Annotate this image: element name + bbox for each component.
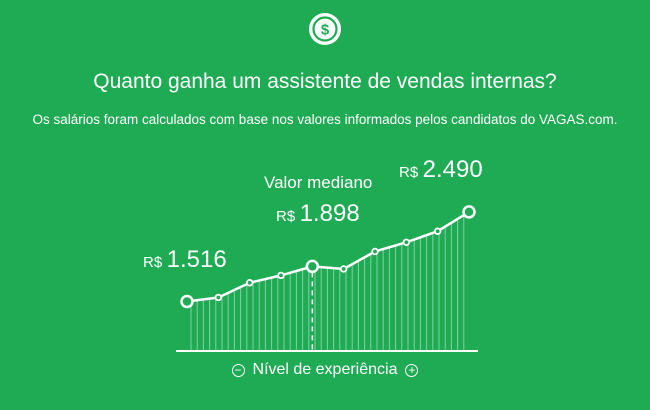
- data-point-8: [433, 227, 442, 235]
- data-point-7: [402, 238, 411, 246]
- data-point-1: [214, 293, 223, 302]
- page-subtitle: Os salários foram calculados com base no…: [32, 112, 618, 127]
- svg-text:$: $: [321, 22, 330, 39]
- decrease-experience-button[interactable]: −: [231, 363, 245, 377]
- increase-experience-button[interactable]: +: [405, 363, 419, 377]
- data-point-9: [462, 205, 476, 219]
- high-value: 2.490: [422, 156, 483, 183]
- high-salary-label: R$ 2.490: [399, 156, 483, 184]
- dollar-circle-icon: $: [308, 12, 342, 46]
- experience-label: Nível de experiência: [252, 361, 398, 378]
- data-point-0: [180, 294, 194, 309]
- data-point-3: [277, 271, 285, 280]
- median-currency: R$: [276, 208, 296, 225]
- low-value: 1.516: [166, 246, 227, 273]
- experience-control: − Nível de experiência +: [0, 361, 650, 379]
- median-value: 1.898: [299, 200, 360, 227]
- page-title: Quanto ganha um assistente de vendas int…: [93, 70, 557, 93]
- high-currency: R$: [399, 164, 419, 181]
- low-currency: R$: [143, 254, 163, 271]
- low-salary-label: R$ 1.516: [143, 246, 227, 274]
- data-point-6: [371, 247, 379, 256]
- chart-fill-lines: [190, 215, 465, 351]
- median-salary-label: R$ 1.898: [276, 200, 360, 228]
- chart-line: [186, 210, 470, 303]
- data-point-2: [245, 279, 254, 287]
- data-point-4: [305, 259, 320, 274]
- data-point-5: [339, 265, 348, 273]
- median-caption: Valor mediano: [264, 173, 373, 192]
